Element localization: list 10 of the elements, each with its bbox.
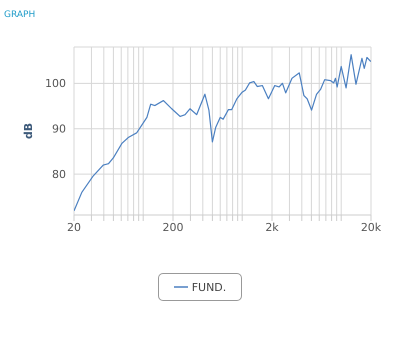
legend-label: FUND. [190,280,226,294]
x-tick-label: 20k [360,220,382,234]
y-tick-label: 80 [52,168,66,182]
y-tick-label: 100 [45,77,66,90]
x-tick-label: 2k [265,220,280,234]
x-tick-label: 200 [162,220,184,234]
y-tick-label: 90 [52,122,66,136]
chart-title: GRAPH [4,10,36,20]
x-tick-label: 20 [67,220,81,234]
y-axis-title: dB [22,122,35,140]
